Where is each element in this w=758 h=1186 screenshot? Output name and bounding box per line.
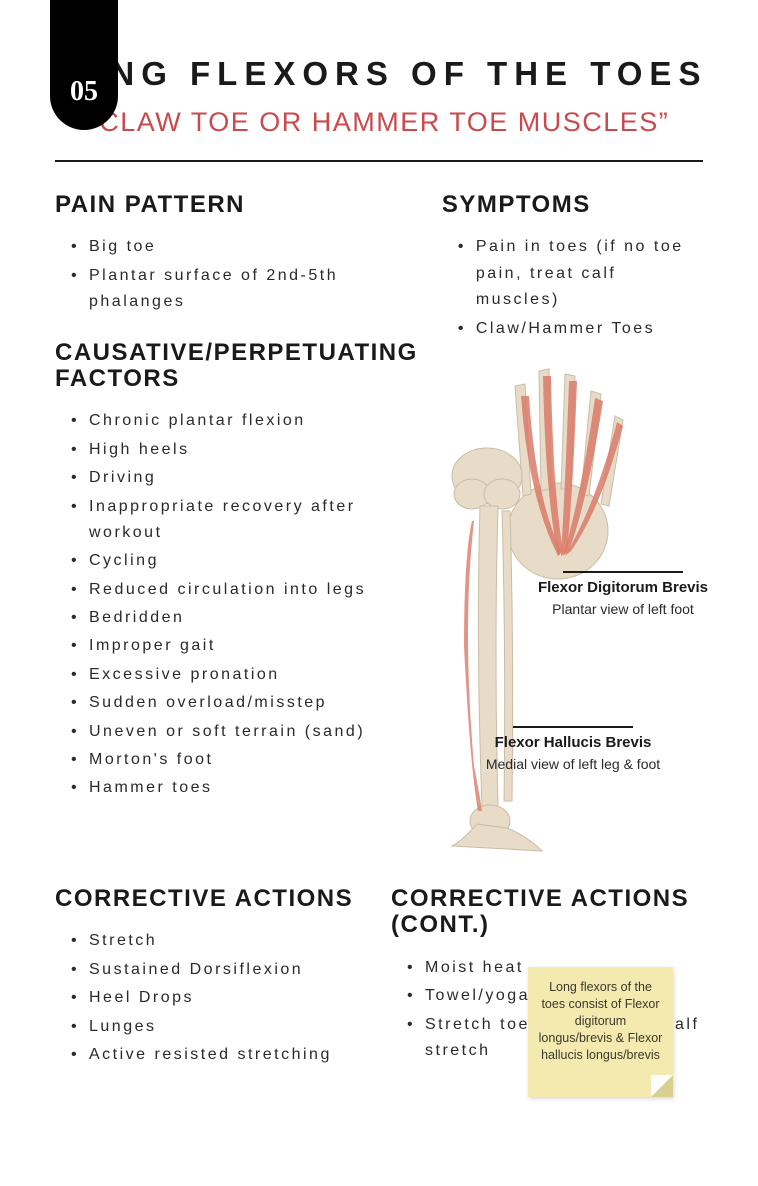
list-item: Active resisted stretching xyxy=(71,1042,367,1068)
list-item: Hammer toes xyxy=(71,775,418,801)
page-number: 05 xyxy=(70,76,98,108)
list-item: Cycling xyxy=(71,548,418,574)
list-item: High heels xyxy=(71,437,418,463)
list-item: Lunges xyxy=(71,1014,367,1040)
corrective-actions-cont-title: CORRECTIVE ACTIONS (CONT.) xyxy=(391,886,703,939)
list-item: Inappropriate recovery after workout xyxy=(71,494,418,547)
list-item: Excessive pronation xyxy=(71,662,418,688)
label-subtitle: Medial view of left leg & foot xyxy=(483,755,663,773)
corrective-actions-list: Stretch Sustained Dorsiflexion Heel Drop… xyxy=(55,928,367,1068)
sticky-note-text: Long flexors of the toes consist of Flex… xyxy=(539,980,663,1062)
list-item: Sudden overload/misstep xyxy=(71,690,418,716)
anatomy-illustration-area: Flexor Digitorum Brevis Plantar view of … xyxy=(442,356,703,876)
symptoms-title: SYMPTOMS xyxy=(442,192,703,218)
left-column: PAIN PATTERN Big toe Plantar surface of … xyxy=(55,192,418,876)
list-item: Sustained Dorsiflexion xyxy=(71,957,367,983)
sticky-note: Long flexors of the toes consist of Flex… xyxy=(528,967,673,1097)
list-item: Stretch xyxy=(71,928,367,954)
label-divider xyxy=(513,726,633,728)
list-item: Reduced circulation into legs xyxy=(71,577,418,603)
label-subtitle: Plantar view of left foot xyxy=(533,600,713,618)
causative-list: Chronic plantar flexion High heels Drivi… xyxy=(55,408,418,801)
list-item: Improper gait xyxy=(71,633,418,659)
right-column: SYMPTOMS Pain in toes (if no toe pain, t… xyxy=(442,192,703,876)
list-item: Chronic plantar flexion xyxy=(71,408,418,434)
page-number-tab: 05 xyxy=(50,0,118,130)
pain-pattern-title: PAIN PATTERN xyxy=(55,192,418,218)
list-item: Pain in toes (if no toe pain, treat calf… xyxy=(458,234,703,313)
anatomy-label-flexor-digitorum: Flexor Digitorum Brevis Plantar view of … xyxy=(533,571,713,618)
list-item: Claw/Hammer Toes xyxy=(458,316,703,342)
bottom-right-column: CORRECTIVE ACTIONS (CONT.) Moist heat To… xyxy=(391,886,703,1092)
bottom-left-column: CORRECTIVE ACTIONS Stretch Sustained Dor… xyxy=(55,886,367,1092)
list-item: Driving xyxy=(71,465,418,491)
leg-medial-illustration xyxy=(432,446,562,866)
symptoms-list: Pain in toes (if no toe pain, treat calf… xyxy=(442,234,703,342)
pain-pattern-list: Big toe Plantar surface of 2nd-5th phala… xyxy=(55,234,418,315)
causative-title: CAUSATIVE/PERPETUATING FACTORS xyxy=(55,340,418,393)
anatomy-label-flexor-hallucis: Flexor Hallucis Brevis Medial view of le… xyxy=(483,726,663,773)
list-item: Big toe xyxy=(71,234,418,260)
list-item: Uneven or soft terrain (sand) xyxy=(71,719,418,745)
list-item: Heel Drops xyxy=(71,985,367,1011)
main-content: PAIN PATTERN Big toe Plantar surface of … xyxy=(0,162,758,876)
corrective-actions-title: CORRECTIVE ACTIONS xyxy=(55,886,367,912)
label-title: Flexor Hallucis Brevis xyxy=(483,734,663,752)
bottom-content: CORRECTIVE ACTIONS Stretch Sustained Dor… xyxy=(0,876,758,1092)
list-item: Morton's foot xyxy=(71,747,418,773)
list-item: Bedridden xyxy=(71,605,418,631)
label-title: Flexor Digitorum Brevis xyxy=(533,579,713,597)
list-item: Plantar surface of 2nd-5th phalanges xyxy=(71,263,418,316)
label-divider xyxy=(563,571,683,573)
